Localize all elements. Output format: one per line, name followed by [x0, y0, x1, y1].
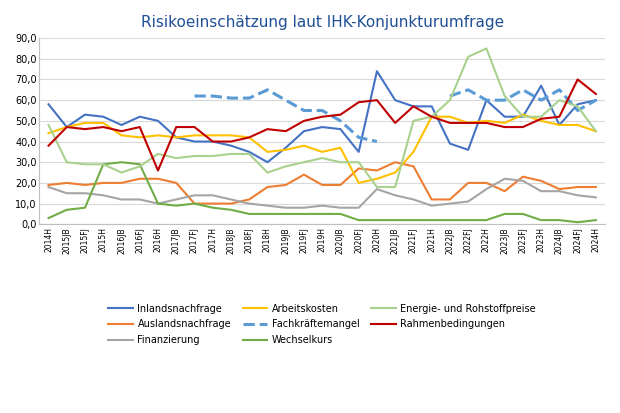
Legend: Inlandsnachfrage, Auslandsnachfrage, Finanzierung, Arbeitskosten, Fachkräftemang: Inlandsnachfrage, Auslandsnachfrage, Fin… — [108, 304, 536, 345]
Title: Risikoeinschätzung laut IHK-Konjunkturumfrage: Risikoeinschätzung laut IHK-Konjunkturum… — [141, 15, 504, 30]
